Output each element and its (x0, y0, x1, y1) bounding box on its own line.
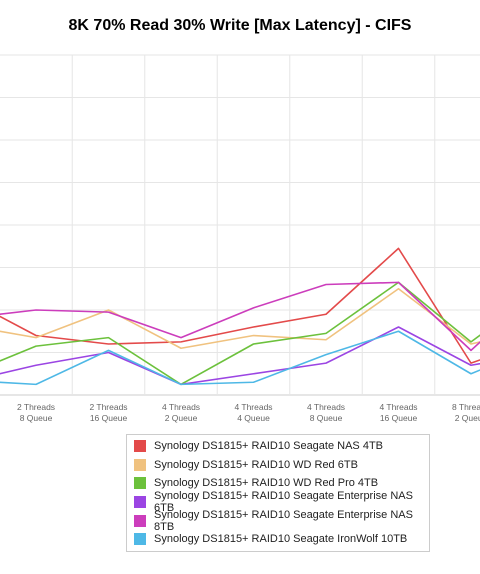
legend-swatch (134, 533, 146, 546)
legend-label: Synology DS1815+ RAID10 Seagate Enterpri… (154, 508, 413, 533)
x-tick-label: 8 Threads (452, 402, 480, 412)
legend-label: Synology DS1815+ RAID10 WD Red 6TB (154, 458, 358, 471)
legend-swatch (134, 496, 146, 509)
series-line-4 (0, 326, 480, 386)
legend-item[interactable]: Synology DS1815+ RAID10 Seagate NAS 4TB (127, 437, 429, 456)
series-line-5 (0, 281, 480, 352)
legend-label: Synology DS1815+ RAID10 Seagate NAS 4TB (154, 440, 383, 453)
legend: Synology DS1815+ RAID10 Seagate NAS 4TB S… (126, 434, 430, 552)
x-tick-label: 8 Queue (310, 413, 343, 423)
x-tick-label: 16 Queue (90, 413, 128, 423)
legend-label: Synology DS1815+ RAID10 Seagate Enterpri… (154, 490, 413, 515)
x-tick-label: 4 Queue (237, 413, 270, 423)
legend-item[interactable]: Synology DS1815+ RAID10 Seagate IronWolf… (127, 530, 429, 549)
legend-swatch (134, 477, 146, 490)
series-line-3 (0, 281, 480, 386)
legend-item[interactable]: Synology DS1815+ RAID10 WD Red Pro 4TB (127, 474, 429, 493)
series-layer (0, 247, 480, 386)
x-tick-label: 2 Threads (17, 402, 55, 412)
x-tick-label: 16 Queue (380, 413, 418, 423)
series-line-2 (0, 287, 480, 350)
legend-label: Synology DS1815+ RAID10 Seagate IronWolf… (154, 533, 408, 546)
x-tick-label: 2 Queue (165, 413, 198, 423)
chart-title: 8K 70% Read 30% Write [Max Latency] - CI… (68, 17, 412, 34)
legend-item[interactable]: Synology DS1815+ RAID10 Seagate Enterpri… (127, 508, 429, 533)
legend-item[interactable]: Synology DS1815+ RAID10 Seagate Enterpri… (127, 490, 429, 515)
legend-swatch (134, 458, 146, 471)
legend-item[interactable]: Synology DS1815+ RAID10 WD Red 6TB (127, 456, 429, 475)
x-tick-label: 2 Threads (89, 402, 127, 412)
legend-swatch (134, 440, 146, 453)
series-line-1 (0, 247, 480, 364)
grid-layer (0, 54, 480, 396)
x-tick-label: 4 Threads (234, 402, 272, 412)
legend-label: Synology DS1815+ RAID10 WD Red Pro 4TB (154, 477, 379, 490)
series-line-6 (0, 330, 480, 386)
x-tick-label: 4 Threads (379, 402, 417, 412)
x-tick-label: 4 Threads (307, 402, 345, 412)
x-tick-label: 8 Queue (20, 413, 53, 423)
x-tick-label: 2 Queue (455, 413, 480, 423)
x-tick-label: 4 Threads (162, 402, 200, 412)
legend-swatch (134, 514, 146, 527)
